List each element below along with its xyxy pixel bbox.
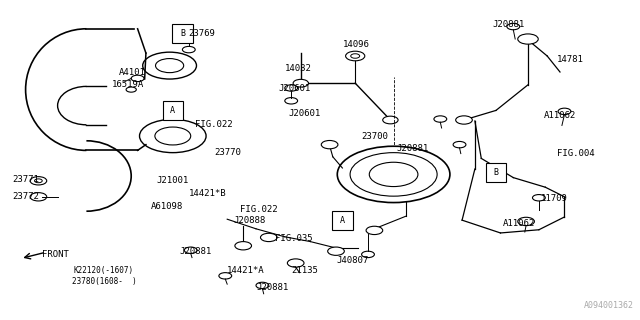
Circle shape [131, 75, 144, 82]
Circle shape [155, 127, 191, 145]
Text: J21001: J21001 [157, 176, 189, 185]
Text: J20601: J20601 [278, 84, 310, 92]
Text: A094001362: A094001362 [584, 301, 634, 310]
Circle shape [518, 34, 538, 44]
Circle shape [140, 119, 206, 153]
Text: K22120(-1607): K22120(-1607) [74, 266, 134, 275]
Text: 23700: 23700 [362, 132, 388, 140]
Circle shape [350, 153, 437, 196]
Circle shape [453, 141, 466, 148]
Text: 21135: 21135 [291, 266, 318, 275]
Text: 23770: 23770 [214, 148, 241, 156]
Text: 14421*A: 14421*A [227, 266, 265, 275]
Text: A: A [340, 216, 345, 225]
FancyBboxPatch shape [332, 212, 353, 230]
Text: J20881: J20881 [493, 20, 525, 28]
Text: FIG.004: FIG.004 [557, 149, 595, 158]
Text: J20881: J20881 [179, 247, 211, 256]
Text: J20601: J20601 [288, 109, 320, 118]
Circle shape [182, 46, 195, 53]
Circle shape [369, 162, 418, 187]
Circle shape [362, 251, 374, 258]
Circle shape [30, 177, 47, 185]
Circle shape [337, 146, 450, 203]
Circle shape [507, 23, 520, 30]
Text: 16519A: 16519A [112, 80, 144, 89]
Text: 23780(1608-  ): 23780(1608- ) [72, 277, 136, 286]
Text: 14032: 14032 [285, 64, 312, 73]
Text: A61098: A61098 [150, 202, 182, 211]
FancyBboxPatch shape [486, 164, 506, 182]
Text: A11062: A11062 [502, 220, 534, 228]
Circle shape [351, 54, 360, 58]
Text: FIG.022: FIG.022 [240, 205, 278, 214]
Circle shape [456, 116, 472, 124]
Circle shape [532, 195, 545, 201]
Text: J20881: J20881 [397, 144, 429, 153]
Circle shape [285, 85, 298, 91]
Circle shape [143, 52, 196, 79]
FancyBboxPatch shape [172, 24, 193, 43]
Text: B: B [180, 29, 185, 38]
Circle shape [321, 140, 338, 149]
Text: 14421*B: 14421*B [189, 189, 227, 198]
Circle shape [366, 226, 383, 235]
Circle shape [260, 233, 277, 242]
Circle shape [256, 282, 269, 289]
Text: 14781: 14781 [557, 55, 584, 64]
Text: J20888: J20888 [234, 216, 266, 225]
Circle shape [30, 193, 47, 201]
Circle shape [293, 79, 308, 87]
Circle shape [184, 247, 197, 253]
FancyBboxPatch shape [163, 101, 183, 120]
Text: J40807: J40807 [336, 256, 368, 265]
Circle shape [383, 116, 398, 124]
Circle shape [328, 247, 344, 255]
Circle shape [156, 59, 184, 73]
Text: 23771: 23771 [13, 175, 40, 184]
Text: A4101: A4101 [118, 68, 145, 76]
Circle shape [287, 259, 304, 267]
Circle shape [558, 108, 571, 115]
Text: B: B [493, 168, 499, 177]
Text: FIG.035: FIG.035 [275, 234, 313, 243]
Text: 23772: 23772 [13, 192, 40, 201]
Text: J20881: J20881 [256, 284, 288, 292]
Text: 11709: 11709 [541, 194, 568, 203]
Text: A11062: A11062 [544, 111, 576, 120]
Circle shape [126, 87, 136, 92]
Text: 23769: 23769 [189, 29, 216, 38]
Text: A: A [170, 106, 175, 115]
Circle shape [235, 242, 252, 250]
Text: FIG.022: FIG.022 [195, 120, 233, 129]
Circle shape [285, 98, 298, 104]
Circle shape [346, 51, 365, 61]
Circle shape [518, 217, 534, 226]
Text: FRONT: FRONT [42, 250, 68, 259]
Circle shape [219, 273, 232, 279]
Text: 14096: 14096 [342, 40, 369, 49]
Circle shape [35, 179, 42, 183]
Circle shape [434, 116, 447, 122]
